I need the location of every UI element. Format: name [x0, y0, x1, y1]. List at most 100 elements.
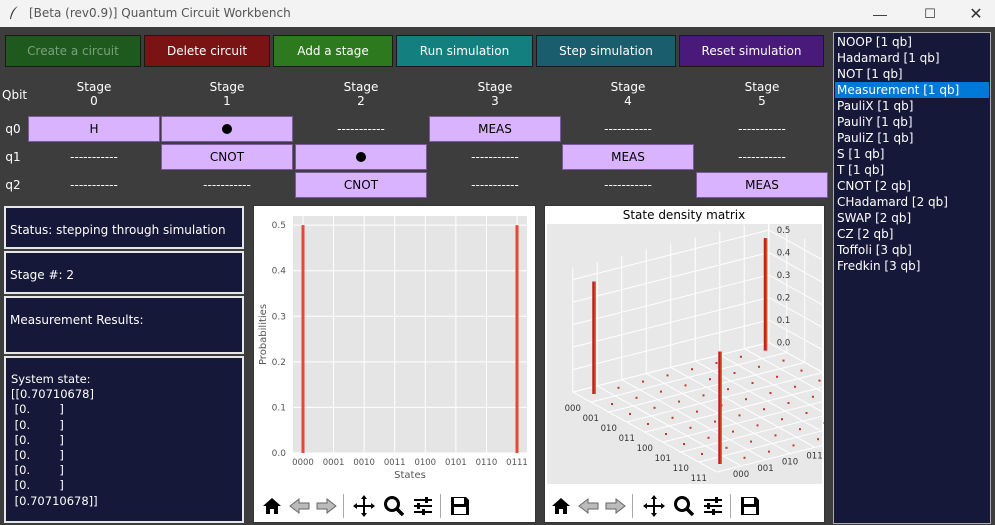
back-arrow-icon[interactable]: [288, 494, 312, 518]
measurement-results-text: Measurement Results:: [10, 313, 144, 327]
stage-number-text: Stage #: 2: [10, 268, 75, 282]
add-stage-button[interactable]: Add a stage: [273, 35, 393, 67]
create-circuit-button[interactable]: Create a circuit: [5, 35, 141, 67]
probability-chart: 0.0 0.1 0.2 0.3 0.4 0.5 0000 0001 0010 0011 0100 01…: [258, 216, 528, 481]
control-cell-q1-stage2[interactable]: [295, 144, 427, 170]
grid-line: [680, 415, 824, 453]
maximize-button[interactable]: ☐: [924, 5, 936, 21]
save-icon[interactable]: [738, 494, 762, 518]
configure-subplots-icon[interactable]: [411, 494, 435, 518]
home-icon[interactable]: [260, 494, 284, 518]
system-state-row: [0. ]: [11, 417, 64, 432]
density-marker: [769, 392, 772, 394]
empty-cell-q2-stage0[interactable]: -----------: [70, 178, 118, 192]
zoom-icon[interactable]: [672, 494, 696, 518]
system-state-label: System state:: [11, 372, 91, 386]
stage-header-4: Stage 4: [610, 80, 646, 108]
gate-list-item[interactable]: Hadamard [1 qb]: [837, 51, 940, 65]
row-tick-label: 111: [691, 474, 707, 484]
plot-toolbar: [254, 488, 535, 522]
empty-cell-q2-stage3[interactable]: -----------: [471, 178, 519, 192]
density-marker: [763, 408, 765, 411]
empty-cell-q1-stage5[interactable]: -----------: [738, 150, 786, 164]
gate-cell-q0-stage0[interactable]: H: [28, 116, 160, 142]
x-axis-label: States: [394, 470, 426, 481]
configure-subplots-icon[interactable]: [701, 494, 725, 518]
empty-cell-q0-stage2[interactable]: -----------: [337, 122, 385, 136]
run-simulation-button[interactable]: Run simulation: [396, 35, 533, 67]
gate-list-item[interactable]: SWAP [2 qb]: [837, 211, 912, 225]
row-tick-label: 100: [637, 444, 653, 454]
gate-cell-q0-stage3[interactable]: MEAS: [429, 116, 561, 142]
gate-list-item[interactable]: Measurement [1 qb]: [835, 82, 989, 98]
reset-simulation-button[interactable]: Reset simulation: [679, 35, 824, 67]
density-marker: [740, 355, 742, 358]
y-tick-label: 0.3: [272, 312, 286, 322]
y-tick-label: 0.0: [272, 449, 287, 459]
gate-list-item[interactable]: NOOP [1 qb]: [837, 35, 912, 49]
gate-cell-q2-stage5[interactable]: MEAS: [696, 172, 828, 198]
gate-list-item[interactable]: Fredkin [3 qb]: [837, 259, 921, 273]
minimize-button[interactable]: —: [873, 5, 887, 22]
empty-cell-q1-stage3[interactable]: -----------: [471, 150, 519, 164]
home-icon[interactable]: [549, 494, 573, 518]
density-marker: [678, 400, 680, 403]
row-tick-label: 000: [565, 404, 581, 414]
density-marker: [642, 380, 644, 383]
density-matrix-plot-panel: State density matrix 000 001 010 011 100 101 11…: [544, 205, 825, 523]
y-tick-label: 0.2: [272, 358, 286, 368]
x-tick-label: 0010: [353, 458, 375, 468]
density-marker: [635, 396, 638, 399]
density-marker: [781, 418, 783, 421]
gate-list-item[interactable]: CHadamard [2 qb]: [837, 195, 948, 209]
density-marker: [812, 395, 814, 398]
gate-list-item[interactable]: PauliZ [1 qb]: [837, 131, 914, 145]
gate-list-item[interactable]: PauliX [1 qb]: [837, 99, 914, 113]
gate-cell-q1-stage1[interactable]: CNOT: [161, 144, 293, 170]
grid-line: [670, 366, 815, 448]
forward-arrow-icon[interactable]: [314, 494, 338, 518]
empty-cell-q2-stage4[interactable]: -----------: [604, 178, 652, 192]
y-axis-label: Probabilities: [258, 304, 269, 365]
density-marker: [689, 426, 692, 429]
stage-header-0: Stage 0: [76, 80, 112, 108]
gate-list-item[interactable]: CZ [2 qb]: [837, 227, 894, 241]
z-tick-label: 0.0: [777, 339, 791, 349]
probability-bar: [301, 225, 305, 453]
save-icon[interactable]: [448, 494, 472, 518]
gate-list-item[interactable]: PauliY [1 qb]: [837, 115, 913, 129]
empty-cell-q1-stage0[interactable]: -----------: [70, 150, 118, 164]
pan-icon[interactable]: [642, 494, 666, 518]
density-marker: [665, 433, 667, 435]
empty-cell-q0-stage5[interactable]: -----------: [738, 122, 786, 136]
density-marker: [743, 456, 746, 459]
density-marker: [611, 403, 613, 405]
back-arrow-icon[interactable]: [577, 494, 601, 518]
density-marker: [660, 390, 662, 393]
pan-icon[interactable]: [352, 494, 376, 518]
density-marker: [756, 424, 759, 427]
gate-cell-q2-stage2[interactable]: CNOT: [295, 172, 427, 198]
y-tick-label: 0.1: [272, 403, 286, 413]
gate-cell-q1-stage4[interactable]: MEAS: [562, 144, 694, 170]
density-marker: [696, 410, 698, 413]
forward-arrow-icon[interactable]: [603, 494, 627, 518]
close-button[interactable]: ✕: [969, 5, 983, 23]
gate-list-item[interactable]: Toffoli [3 qb]: [837, 243, 912, 257]
gate-list-item[interactable]: NOT [1 qb]: [837, 67, 903, 81]
empty-cell-q0-stage4[interactable]: -----------: [604, 122, 652, 136]
x-tick-label: 0110: [476, 458, 498, 468]
zoom-icon[interactable]: [382, 494, 406, 518]
gate-list-item[interactable]: CNOT [2 qb]: [837, 179, 911, 193]
stage-header-2: Stage 2: [343, 80, 379, 108]
gate-listbox[interactable]: NOOP [1 qb] Hadamard [1 qb] NOT [1 qb] Meas…: [833, 32, 991, 524]
density-marker: [684, 384, 687, 387]
gate-list-item[interactable]: S [1 qb]: [837, 147, 885, 161]
gate-list-item[interactable]: T [1 qb]: [837, 163, 885, 177]
qbit-label-q0: q0: [5, 122, 21, 136]
control-cell-q0-stage1[interactable]: [161, 116, 293, 142]
step-simulation-button[interactable]: Step simulation: [536, 35, 676, 67]
delete-circuit-button[interactable]: Delete circuit: [144, 35, 270, 67]
density-marker: [745, 398, 747, 401]
empty-cell-q2-stage1[interactable]: -----------: [203, 178, 251, 192]
